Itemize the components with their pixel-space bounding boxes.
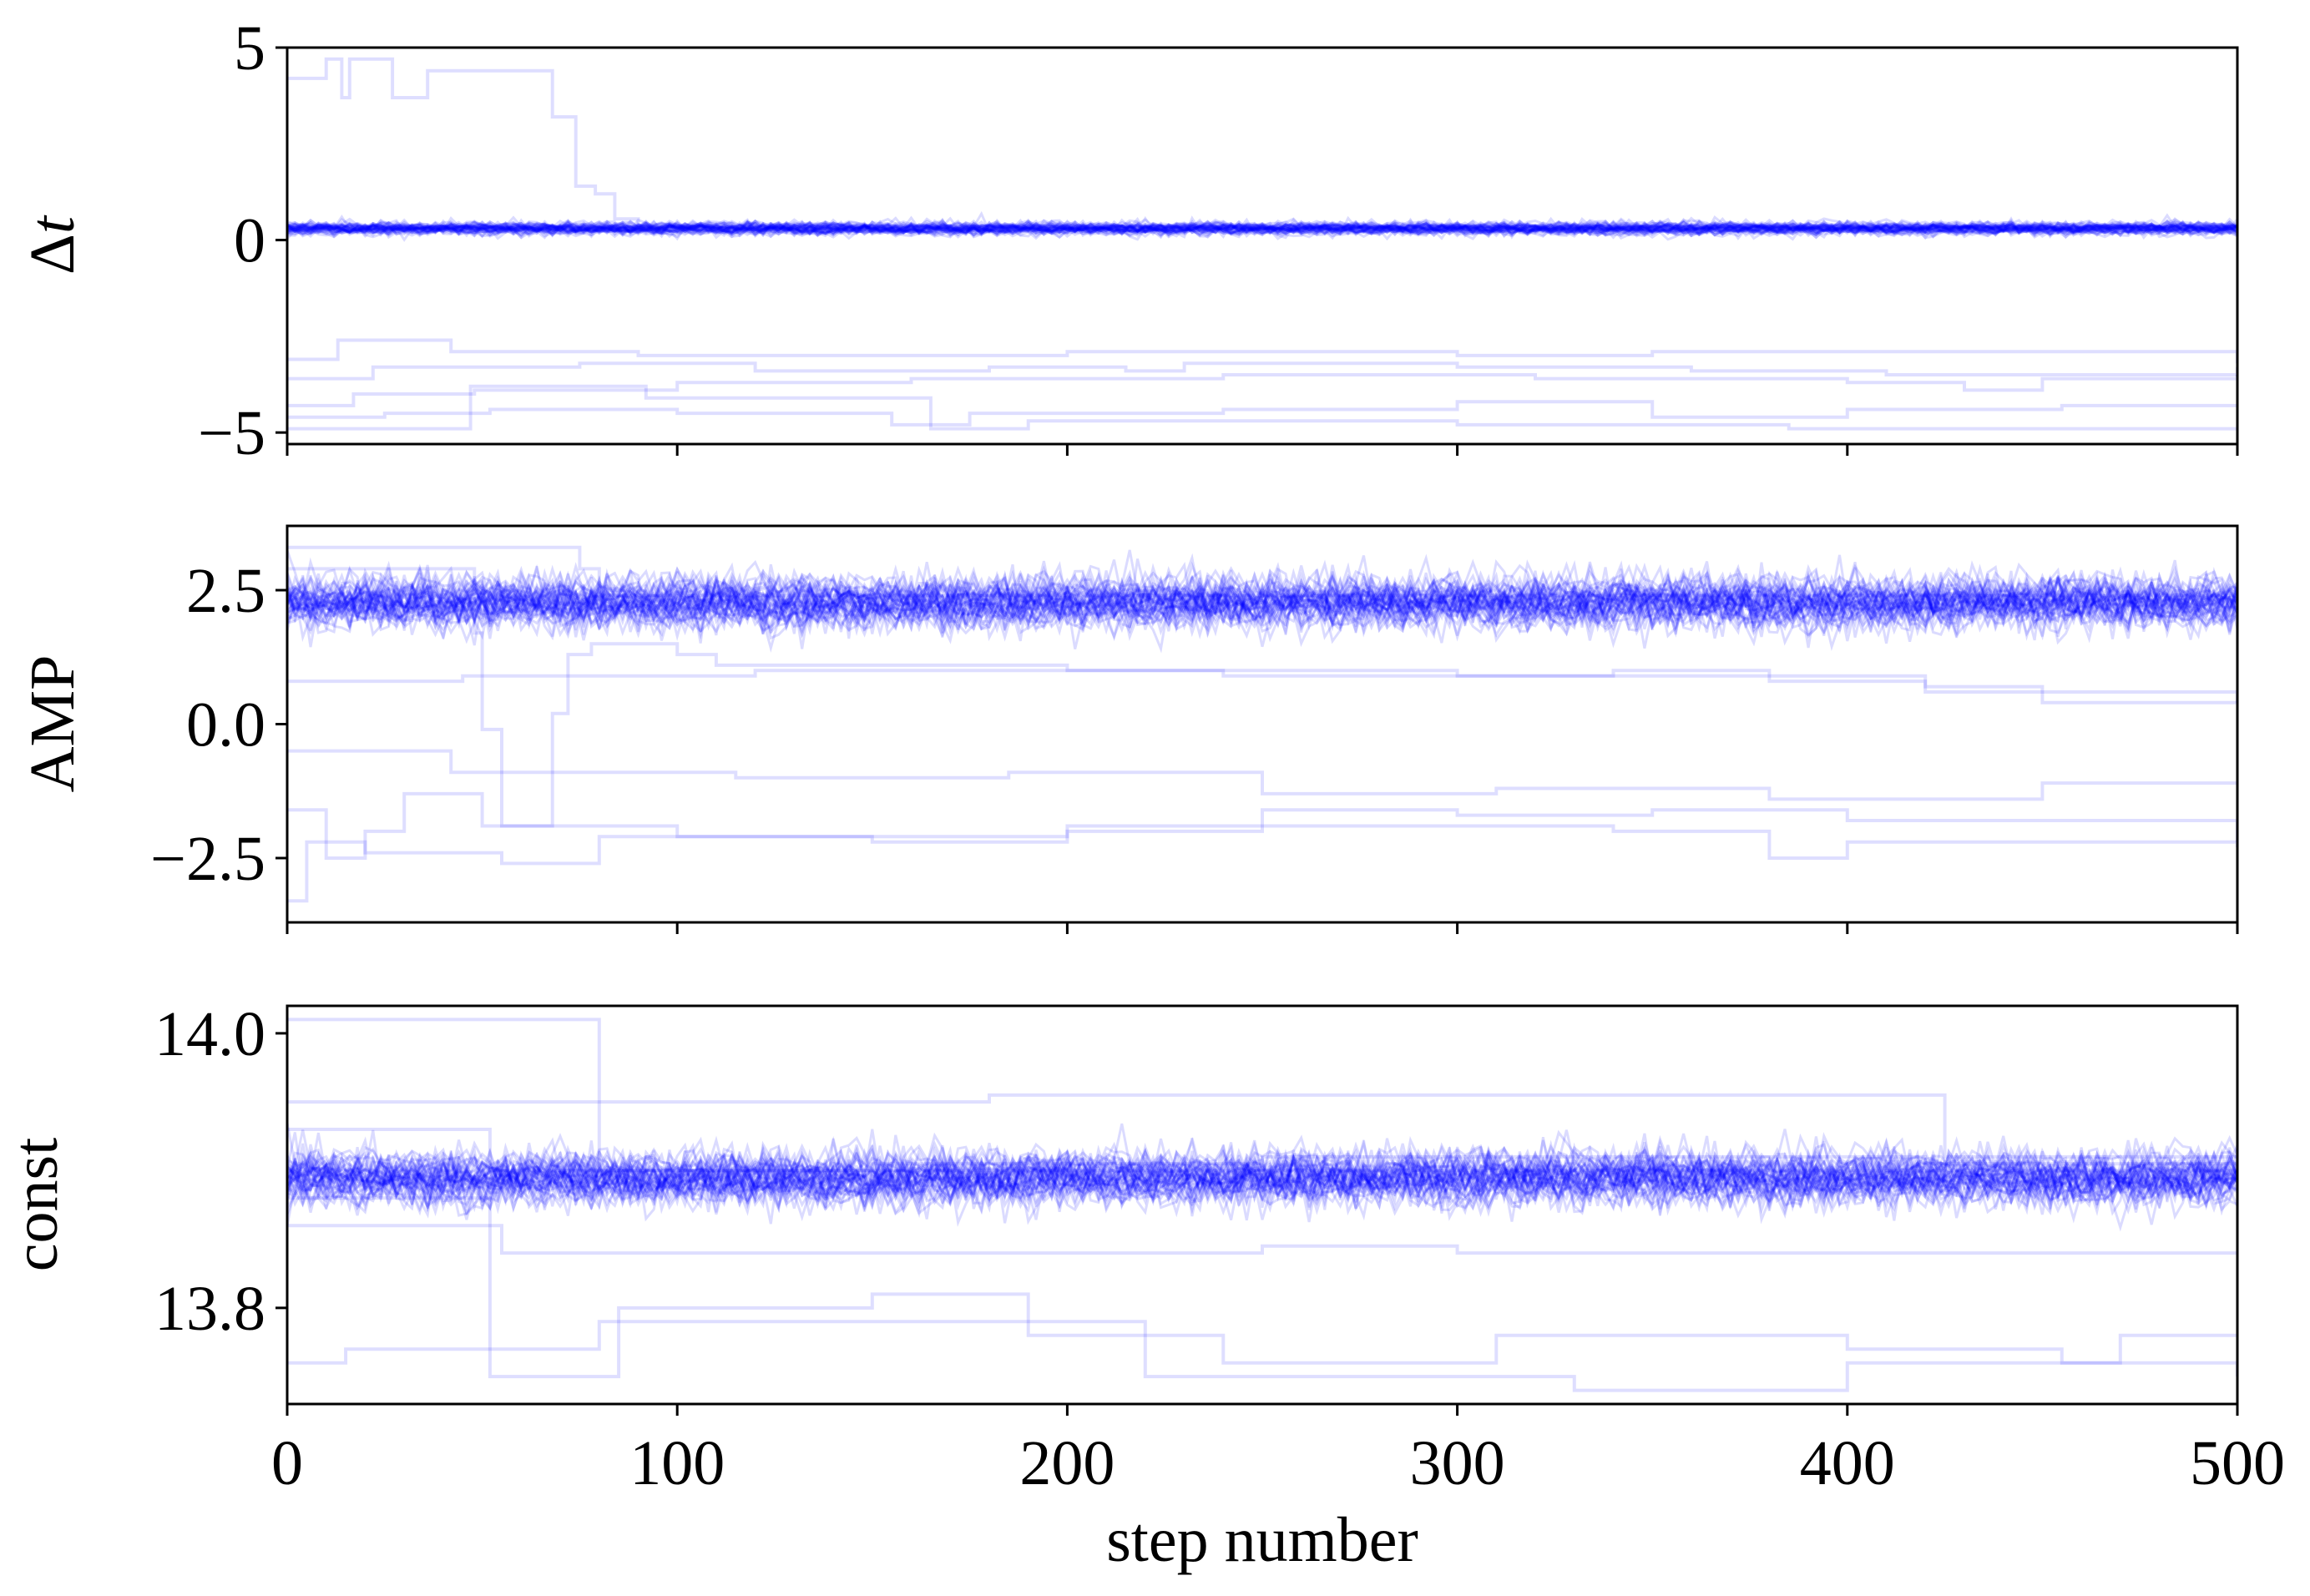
- amp-y-tick-label: 0.0: [186, 690, 265, 760]
- const-x-tick-label: 300: [1410, 1428, 1505, 1498]
- const-x-tick-label: 400: [1800, 1428, 1895, 1498]
- const-y-axis-label: const: [1, 1138, 71, 1271]
- const-x-tick-label: 0: [271, 1428, 303, 1498]
- const-y-tick-label: 13.8: [154, 1274, 265, 1344]
- dt-y-tick-label: −5: [198, 398, 265, 468]
- x-axis-label: step number: [1106, 1505, 1418, 1575]
- dt-y-tick-label: 5: [234, 13, 265, 83]
- const-x-tick-label: 500: [2190, 1428, 2285, 1498]
- amp-y-axis-label: AMP: [18, 655, 88, 793]
- const-y-tick-label: 14.0: [154, 999, 265, 1069]
- amp-y-tick-label: −2.5: [150, 824, 265, 894]
- dt-y-axis-label: Δt: [18, 215, 88, 275]
- amp-y-tick-label: 2.5: [186, 556, 265, 626]
- const-x-tick-label: 100: [629, 1428, 725, 1498]
- dt-y-tick-label: 0: [234, 206, 265, 276]
- const-x-tick-label: 200: [1019, 1428, 1115, 1498]
